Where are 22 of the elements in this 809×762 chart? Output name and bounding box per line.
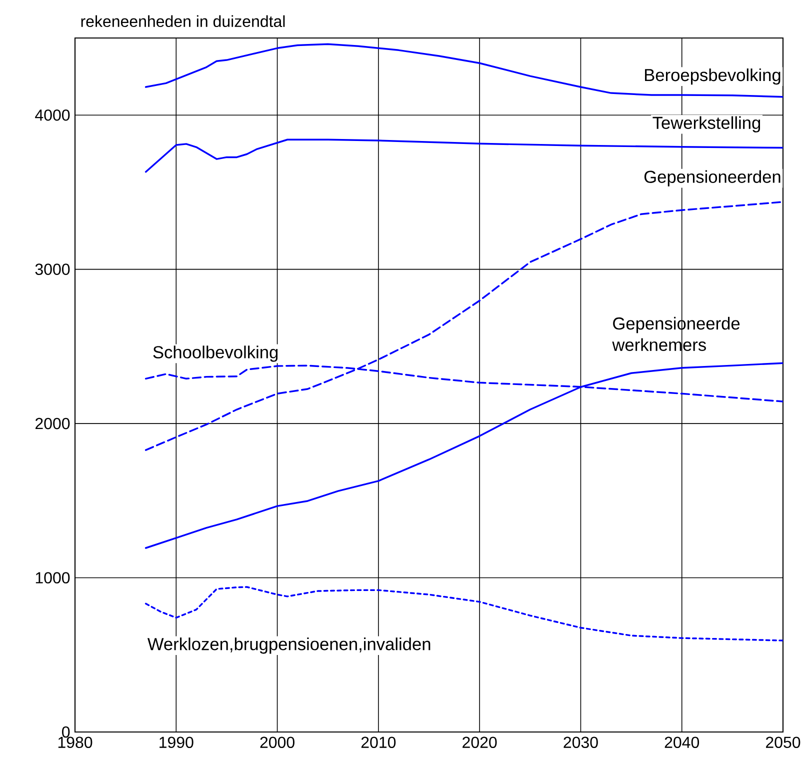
line-series [144, 362, 783, 549]
x-tick-label: 2020 [462, 736, 497, 748]
series-label: Gepensioneerden [644, 170, 780, 186]
x-tick-label: 2030 [564, 736, 598, 748]
line-series [144, 43, 783, 98]
x-tick-label: 2050 [766, 736, 800, 748]
x-tick-label: 1980 [58, 736, 92, 748]
y-tick-label: 0 [62, 726, 70, 738]
series-label: Schoolbevolking [153, 346, 278, 362]
x-tick-label: 2010 [361, 736, 396, 748]
x-tick-label: 1990 [160, 736, 194, 748]
series-label: Beroepsbevolking [645, 68, 780, 85]
series-label: Werklozen,brugpensioenen,invaliden [147, 638, 430, 654]
y-tick-label: 3000 [35, 264, 70, 275]
y-axis-title: rekeneenheden in duizendtal [81, 15, 285, 28]
series-label: Tewerkstelling [652, 116, 760, 132]
x-tick-label: 2040 [664, 736, 700, 748]
y-tick-label: 1000 [36, 572, 70, 584]
x-tick-label: 2000 [260, 736, 294, 748]
line-series [144, 201, 783, 451]
y-tick-label: 4000 [35, 109, 70, 121]
y-tick-label: 2000 [35, 418, 70, 430]
